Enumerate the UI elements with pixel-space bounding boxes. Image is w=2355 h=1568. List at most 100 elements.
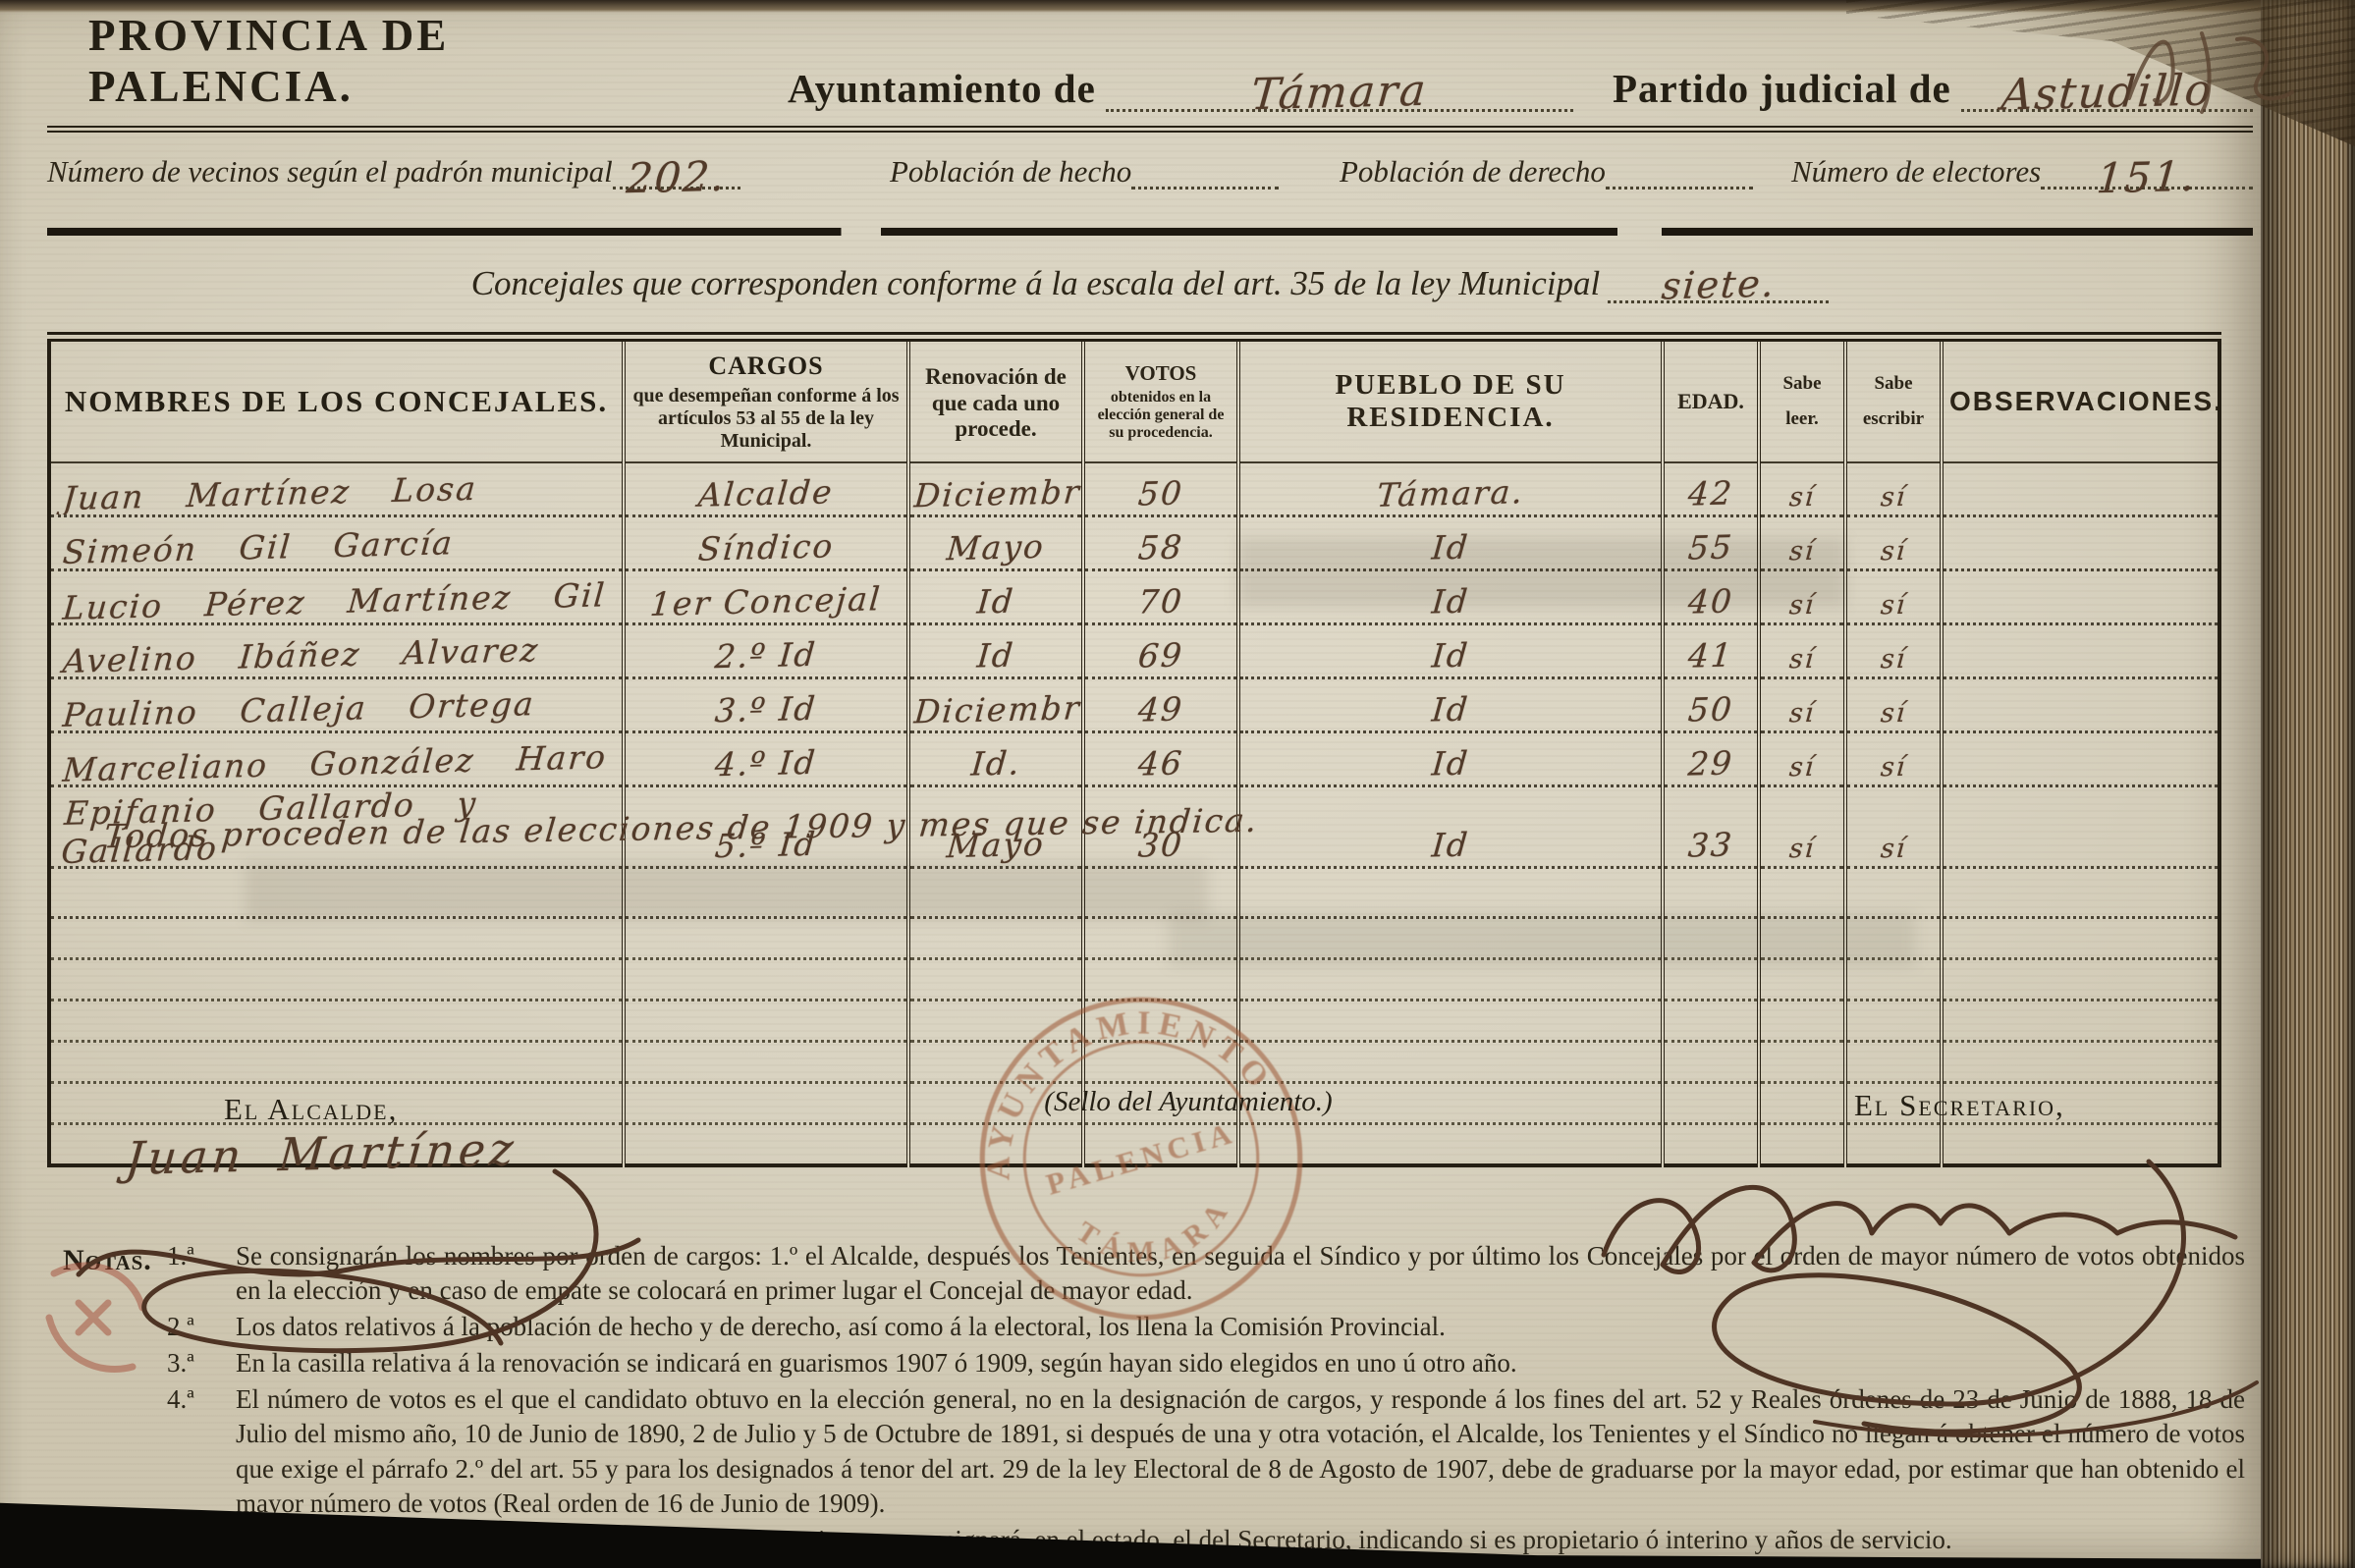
cell-edad: 33	[1661, 785, 1759, 869]
cell-edad: 42	[1661, 462, 1759, 517]
top-shadow-edge	[0, 0, 2261, 13]
cell-sabe-escribir: sí	[1843, 731, 1942, 787]
partido-judicial-field: Partido judicial de Astudillo	[1613, 58, 2253, 121]
note-item: 2.ª Los datos relativos á la población d…	[57, 1310, 2245, 1344]
table-row: Juan Martínez Losa Alcalde Diciembre 50 …	[49, 462, 2219, 517]
cell-sabe-leer: sí	[1757, 677, 1845, 733]
note-number: 1.ª	[167, 1241, 194, 1271]
sello-caption: (Sello del Ayuntamiento.)	[1044, 1086, 1333, 1117]
cell-votos: 46	[1081, 731, 1238, 787]
note-number: 3.ª	[167, 1348, 194, 1379]
note-text: Los datos relativos á la población de he…	[236, 1312, 1446, 1342]
poblacion-derecho-line	[1605, 145, 1753, 189]
vecinos-value-handwritten: 202.	[624, 151, 729, 203]
province-title: PROVINCIA DE PALENCIA.	[88, 11, 450, 111]
cell-votos: 69	[1081, 623, 1238, 679]
cell-observaciones	[1940, 677, 2219, 733]
poblacion-hecho-field: Población de hecho	[890, 145, 1312, 189]
cell-observaciones	[1940, 731, 2219, 787]
cell-cargo: 4.º Id	[622, 731, 908, 787]
cell-votos: 58	[1081, 515, 1238, 571]
note-number: 2.ª	[167, 1312, 194, 1342]
table-row: Paulino Calleja Ortega 3.º Id Diciembre …	[49, 677, 2219, 733]
cell-edad: 29	[1661, 731, 1759, 787]
cell-observaciones	[1940, 785, 2219, 869]
statistics-row: Número de vecinos según el padrón munici…	[47, 145, 2253, 202]
cell-renovacion: Mayo	[906, 515, 1083, 571]
poblacion-hecho-label: Población de hecho	[890, 154, 1132, 189]
poblacion-hecho-line	[1131, 145, 1280, 189]
empty-table-row	[49, 958, 2219, 1001]
partido-judicial-line: Astudillo	[1960, 58, 2253, 121]
cell-observaciones	[1940, 462, 2219, 517]
ayuntamiento-line: Támara	[1105, 58, 1573, 120]
cell-cargo: 5.º Id	[622, 785, 908, 869]
cell-sabe-escribir: sí	[1843, 462, 1942, 517]
escala-label: Concejales que corresponden conforme á l…	[470, 264, 1601, 302]
cell-sabe-leer: sí	[1757, 623, 1845, 679]
cell-renovacion: Id	[906, 623, 1083, 679]
cell-sabe-leer: sí	[1757, 731, 1845, 787]
concejales-table: NOMBRES DE LOS CONCEJALES. CARGOS que de…	[47, 332, 2221, 1167]
electores-line: 151.	[2041, 145, 2253, 202]
col-header-nombres: NOMBRES DE LOS CONCEJALES.	[49, 337, 624, 463]
cell-nombre: Juan Martínez Losa	[49, 462, 624, 517]
cell-renovacion: Diciembre	[906, 677, 1083, 733]
alcalde-signature-name: Juan Martínez	[123, 1122, 520, 1185]
cell-renovacion: Diciembre	[906, 462, 1083, 517]
cell-sabe-leer: sí	[1757, 515, 1845, 571]
cell-pueblo: Id	[1236, 623, 1663, 679]
vecinos-line: 202.	[612, 145, 740, 202]
note-item: 4.ª El número de votos es el que el cand…	[57, 1382, 2245, 1520]
col-header-edad: EDAD.	[1661, 337, 1759, 463]
escala-value-handwritten: siete.	[1660, 261, 1778, 308]
cell-renovacion: Mayo	[906, 785, 1083, 869]
poblacion-derecho-label: Población de derecho	[1340, 154, 1606, 189]
cell-nombre: Simeón Gil García	[49, 515, 624, 571]
table-row: Lucio Pérez Martínez Gil 1er Concejal Id…	[49, 569, 2219, 625]
cell-sabe-leer: sí	[1757, 569, 1845, 625]
cell-cargo: 2.º Id	[622, 623, 908, 679]
secretario-label: El Secretario,	[1854, 1088, 2065, 1122]
poblacion-derecho-field: Población de derecho	[1340, 145, 1762, 189]
cell-nombre: Marceliano González Haro	[49, 731, 624, 787]
concejales-table-wrap: NOMBRES DE LOS CONCEJALES. CARGOS que de…	[47, 332, 2221, 1167]
col-header-renovacion: Renovación de que cada uno procede.	[906, 337, 1083, 463]
cell-pueblo: Id	[1236, 785, 1663, 869]
note-item: 1.ª Se consignarán los nombres por orden…	[57, 1239, 2245, 1308]
ayuntamiento-label: Ayuntamiento de	[788, 66, 1096, 111]
col-header-votos: VOTOS obtenidos en la elección general d…	[1081, 337, 1238, 463]
cell-pueblo: Id	[1236, 569, 1663, 625]
cell-votos: 49	[1081, 677, 1238, 733]
cell-edad: 50	[1661, 677, 1759, 733]
electores-field: Número de electores 151.	[1791, 145, 2253, 202]
cell-sabe-leer: sí	[1757, 785, 1845, 869]
cell-nombre: Lucio Pérez Martínez Gil	[49, 569, 624, 625]
cell-sabe-escribir: sí	[1843, 785, 1942, 869]
col-header-sabe-leer: Sabe leer.	[1757, 337, 1845, 463]
cell-renovacion: Id.	[906, 731, 1083, 787]
cell-nombre: Epifanio Gallardo y Gallardo	[49, 785, 624, 869]
table-row: Epifanio Gallardo y Gallardo 5.º Id Mayo…	[49, 785, 2219, 869]
ayuntamiento-value-handwritten: Támara	[1249, 65, 1430, 121]
notes-section: Notas. 1.ª Se consignarán los nombres po…	[57, 1239, 2245, 1559]
heavy-rule	[47, 228, 2253, 236]
cell-votos: 70	[1081, 569, 1238, 625]
empty-table-row	[49, 1041, 2219, 1084]
concejales-escala-line: Concejales que corresponden conforme á l…	[47, 257, 2253, 307]
cell-pueblo: Id	[1236, 515, 1663, 571]
cell-pueblo: Támara.	[1236, 462, 1663, 517]
book-page-edges	[2261, 0, 2355, 1568]
cell-edad: 55	[1661, 515, 1759, 571]
cell-sabe-escribir: sí	[1843, 623, 1942, 679]
red-stamp-fragment	[45, 1262, 146, 1374]
cell-votos: 30	[1081, 785, 1238, 869]
cell-edad: 41	[1661, 623, 1759, 679]
note-text: El número de votos es el que el candidat…	[236, 1384, 2245, 1518]
ayuntamiento-field: Ayuntamiento de Támara	[788, 58, 1573, 120]
empty-table-row	[49, 1000, 2219, 1043]
cell-votos: 50	[1081, 462, 1238, 517]
table-row: Avelino Ibáñez Alvarez 2.º Id Id 69 Id 4…	[49, 623, 2219, 679]
alcalde-label: El Alcalde,	[224, 1092, 399, 1126]
